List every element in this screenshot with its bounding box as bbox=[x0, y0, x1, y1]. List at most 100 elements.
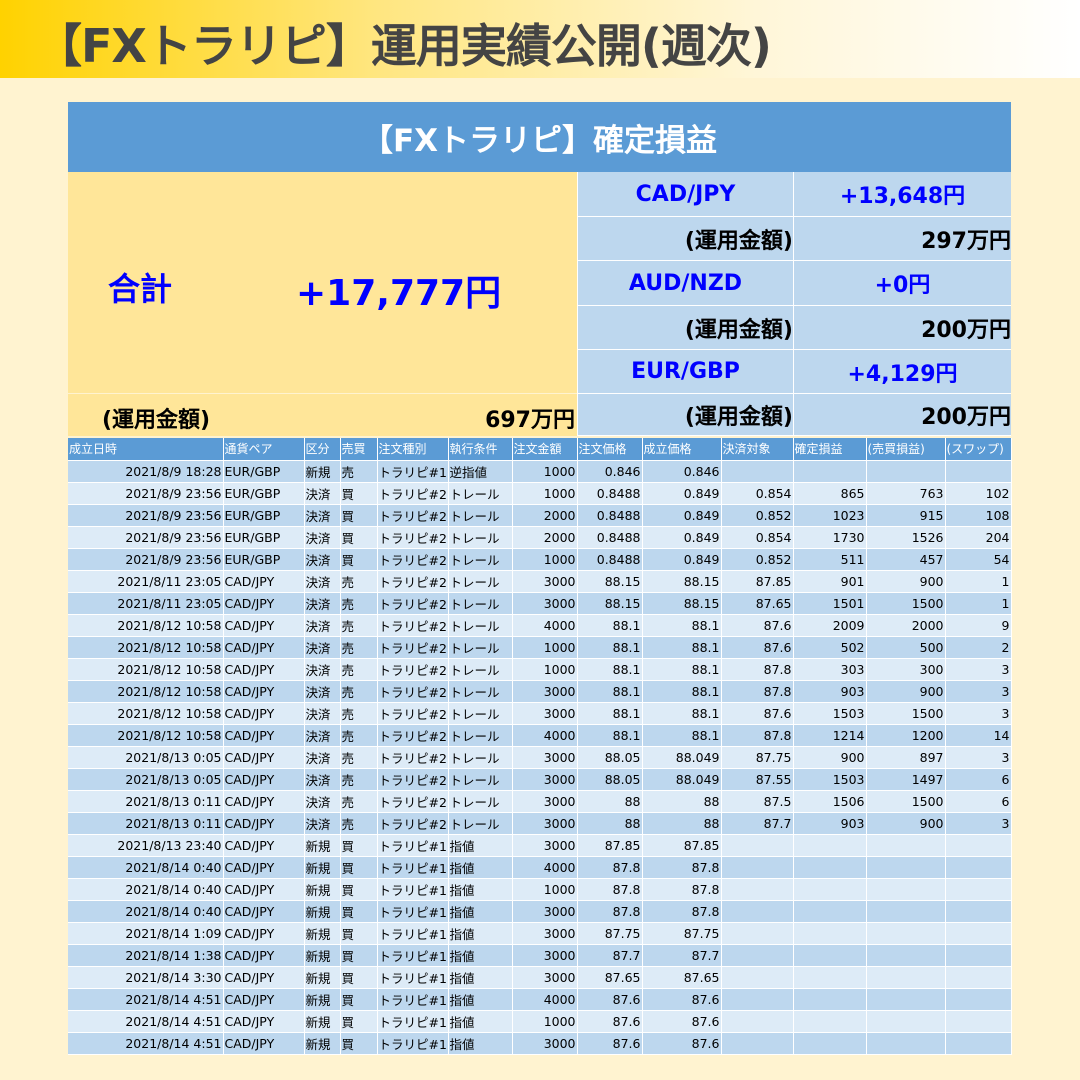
table-cell: 14 bbox=[945, 724, 1012, 747]
table-cell bbox=[866, 900, 946, 923]
table-cell: トラリピ#2 bbox=[377, 702, 449, 725]
table-cell bbox=[793, 1010, 867, 1033]
table-cell: 3000 bbox=[512, 812, 578, 835]
table-cell: トラリピ#1 bbox=[377, 944, 449, 967]
table-cell: 87.8 bbox=[721, 658, 794, 681]
table-cell: 88.1 bbox=[642, 702, 722, 725]
table-cell: 903 bbox=[793, 680, 867, 703]
table-cell: 915 bbox=[866, 504, 946, 527]
table-row: 2021/8/14 4:51 CAD/JPY 新規買トラリピ#1 指値 3000 87.6… bbox=[68, 1032, 1012, 1055]
table-cell: CAD/JPY bbox=[223, 592, 305, 615]
table-cell: 売 bbox=[340, 768, 378, 791]
total-label: 合計 bbox=[108, 270, 173, 308]
table-cell: 87.7 bbox=[721, 812, 794, 835]
table-cell: 指値 bbox=[448, 988, 513, 1011]
table-cell: 300 bbox=[866, 658, 946, 681]
total-fund-row: (運用金額) 697万円 bbox=[68, 394, 577, 436]
table-cell: 87.65 bbox=[721, 592, 794, 615]
table-cell: トラリピ#2 bbox=[377, 724, 449, 747]
table-cell: 87.8 bbox=[577, 900, 643, 923]
table-cell: 2021/8/9 23:56 bbox=[68, 526, 224, 549]
table-cell bbox=[945, 922, 1012, 945]
table-cell: 新規 bbox=[304, 922, 341, 945]
table-cell: CAD/JPY bbox=[223, 944, 305, 967]
table-cell: 4000 bbox=[512, 724, 578, 747]
table-cell: 87.6 bbox=[577, 1010, 643, 1033]
table-cell: 決済 bbox=[304, 526, 341, 549]
table-cell: 新規 bbox=[304, 988, 341, 1011]
table-cell: トラリピ#2 bbox=[377, 526, 449, 549]
table-cell: 1214 bbox=[793, 724, 867, 747]
column-header: 売買 bbox=[340, 438, 378, 461]
table-cell: 87.8 bbox=[642, 856, 722, 879]
pair-profit: +4,129円 bbox=[793, 350, 1011, 394]
column-header: 執行条件 bbox=[448, 438, 513, 461]
table-cell: 1000 bbox=[512, 1010, 578, 1033]
column-header: 注文金額 bbox=[512, 438, 578, 461]
table-row: 2021/8/12 10:58 CAD/JPY 決済売トラリピ#2 トレール 4000 8… bbox=[68, 724, 1012, 747]
table-cell: 303 bbox=[793, 658, 867, 681]
table-cell: 2021/8/9 23:56 bbox=[68, 548, 224, 571]
table-cell: 3000 bbox=[512, 900, 578, 923]
table-cell bbox=[721, 944, 794, 967]
table-cell bbox=[793, 966, 867, 989]
table-cell: 買 bbox=[340, 548, 378, 571]
table-cell: 買 bbox=[340, 944, 378, 967]
table-row: 2021/8/14 0:40 CAD/JPY 新規買トラリピ#1 指値 3000 87.8… bbox=[68, 900, 1012, 923]
table-cell: トラリピ#2 bbox=[377, 680, 449, 703]
column-header: 注文価格 bbox=[577, 438, 643, 461]
table-cell: トレール bbox=[448, 724, 513, 747]
table-cell: 1497 bbox=[866, 768, 946, 791]
table-cell: 87.85 bbox=[577, 834, 643, 857]
table-cell: 1500 bbox=[866, 702, 946, 725]
table-cell: CAD/JPY bbox=[223, 812, 305, 835]
summary-title: 【FXトラリピ】確定損益 bbox=[68, 102, 1011, 172]
pair-name: CAD/JPY bbox=[577, 172, 793, 217]
table-cell: 2000 bbox=[512, 504, 578, 527]
table-cell: 87.8 bbox=[721, 724, 794, 747]
table-cell: 88.1 bbox=[577, 680, 643, 703]
table-cell bbox=[793, 460, 867, 483]
table-cell: EUR/GBP bbox=[223, 482, 305, 505]
table-cell bbox=[866, 834, 946, 857]
table-cell: 買 bbox=[340, 922, 378, 945]
table-cell bbox=[721, 966, 794, 989]
table-cell: 87.75 bbox=[642, 922, 722, 945]
table-cell: 0.854 bbox=[721, 526, 794, 549]
table-cell: 897 bbox=[866, 746, 946, 769]
table-cell: 決済 bbox=[304, 768, 341, 791]
table-row: 2021/8/13 0:05 CAD/JPY 決済売トラリピ#2 トレール 3000 88… bbox=[68, 746, 1012, 769]
table-cell: 2021/8/11 23:05 bbox=[68, 570, 224, 593]
table-cell: トレール bbox=[448, 790, 513, 813]
table-cell: 買 bbox=[340, 834, 378, 857]
table-cell bbox=[945, 966, 1012, 989]
table-cell bbox=[721, 878, 794, 901]
table-cell: 指値 bbox=[448, 856, 513, 879]
table-cell: 3 bbox=[945, 680, 1012, 703]
table-cell: 87.6 bbox=[577, 988, 643, 1011]
table-cell bbox=[945, 988, 1012, 1011]
table-cell: CAD/JPY bbox=[223, 922, 305, 945]
table-cell: 決済 bbox=[304, 790, 341, 813]
table-cell: 3000 bbox=[512, 592, 578, 615]
table-row: 2021/8/13 0:11 CAD/JPY 決済売トラリピ#2 トレール 3000 88… bbox=[68, 812, 1012, 835]
table-cell: 1 bbox=[945, 592, 1012, 615]
table-cell: 87.65 bbox=[642, 966, 722, 989]
table-cell: トラリピ#1 bbox=[377, 460, 449, 483]
table-cell: 88.1 bbox=[642, 614, 722, 637]
table-cell: トレール bbox=[448, 702, 513, 725]
trade-table: 成立日時 通貨ペア 区分 売買 注文種別 執行条件 注文金額 注文価格 成立価格 決済対象 確定損益… bbox=[68, 438, 1012, 1055]
column-header: 確定損益 bbox=[793, 438, 867, 461]
table-cell: 3000 bbox=[512, 702, 578, 725]
table-cell: 指値 bbox=[448, 966, 513, 989]
table-cell: 新規 bbox=[304, 900, 341, 923]
table-cell: CAD/JPY bbox=[223, 702, 305, 725]
table-cell: 指値 bbox=[448, 878, 513, 901]
table-cell: EUR/GBP bbox=[223, 504, 305, 527]
table-cell: 511 bbox=[793, 548, 867, 571]
table-cell: 88.1 bbox=[642, 680, 722, 703]
table-cell: 売 bbox=[340, 812, 378, 835]
table-cell: 88 bbox=[577, 812, 643, 835]
column-header: 通貨ペア bbox=[223, 438, 305, 461]
table-cell: 88.1 bbox=[642, 724, 722, 747]
